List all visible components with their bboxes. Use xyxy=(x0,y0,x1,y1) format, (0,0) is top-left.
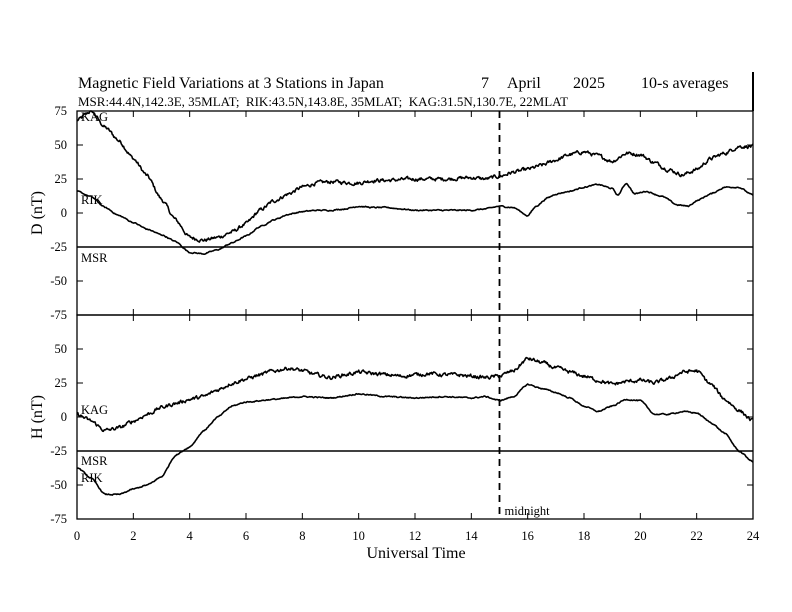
x-tick-label: 14 xyxy=(465,529,478,543)
y-tick-label-H: -75 xyxy=(50,512,67,526)
x-axis-label: Universal Time xyxy=(366,545,465,562)
x-tick-label: 12 xyxy=(409,529,422,543)
series-label-RIK-H: RIK xyxy=(81,471,103,485)
y-tick-label-H: 50 xyxy=(55,342,68,356)
date-month: April xyxy=(507,75,541,92)
x-tick-label: 16 xyxy=(521,529,534,543)
series-line-KAG-D xyxy=(76,110,754,243)
plot-area: 75 50 25 0 -25 -50 -75 D (nT) KAG RIK MSR 50 25 0 -25 -… xyxy=(29,72,760,543)
series-label-RIK-D: RIK xyxy=(81,193,103,207)
panel-D: 75 50 25 0 -25 -50 -75 D (nT) KAG RIK MSR xyxy=(29,104,754,322)
averaging-label: 10-s averages xyxy=(641,75,729,92)
y-tick-label-D: 0 xyxy=(61,206,67,220)
x-tick-label: 0 xyxy=(74,529,80,543)
panel-H: 50 25 0 -25 -50 -75 H (nT) KAG RIK MSR xyxy=(29,314,754,526)
y-tick-label-D: -25 xyxy=(50,240,67,254)
series-line-RIK-H xyxy=(76,383,754,496)
panel-frame-H xyxy=(76,314,754,520)
series-label-MSR-D: MSR xyxy=(81,251,108,265)
chart-header: Magnetic Field Variations at 3 Stations … xyxy=(78,75,729,109)
series-label-KAG-H: KAG xyxy=(81,403,108,417)
y-tick-label-D: 75 xyxy=(55,104,68,118)
y-tick-label-H: 0 xyxy=(61,410,67,424)
x-tick-label: 18 xyxy=(578,529,591,543)
x-tick-label: 8 xyxy=(299,529,305,543)
date-day: 7 xyxy=(481,75,489,92)
y-tick-label-H: -50 xyxy=(50,478,67,492)
x-tick-label: 24 xyxy=(747,529,760,543)
x-tick-label: 4 xyxy=(187,529,194,543)
y-tick-label-D: -75 xyxy=(50,308,67,322)
y-axis-label-D: D (nT) xyxy=(29,191,46,235)
date-year: 2025 xyxy=(573,75,605,92)
midnight-label: midnight xyxy=(505,504,551,518)
x-tick-label: 22 xyxy=(690,529,703,543)
stations-info: MSR:44.4N,142.3E, 35MLAT; RIK:43.5N,143.… xyxy=(78,94,568,109)
chart-title: Magnetic Field Variations at 3 Stations … xyxy=(78,75,384,92)
series-line-RIK-D xyxy=(76,182,754,255)
series-line-KAG-H xyxy=(76,356,754,433)
x-tick-label: 10 xyxy=(352,529,365,543)
panel-frame-D xyxy=(76,110,754,316)
y-tick-label-H: -25 xyxy=(50,444,67,458)
x-tick-label: 2 xyxy=(130,529,136,543)
y-tick-label-H: 25 xyxy=(55,376,68,390)
series-label-KAG-D: KAG xyxy=(81,110,108,124)
x-tick-label: 20 xyxy=(634,529,647,543)
series-label-MSR-H: MSR xyxy=(81,454,108,468)
y-tick-label-D: 25 xyxy=(55,172,68,186)
x-tick-label: 6 xyxy=(243,529,249,543)
y-axis-label-H: H (nT) xyxy=(29,395,46,439)
y-tick-label-D: -50 xyxy=(50,274,67,288)
y-tick-label-D: 50 xyxy=(55,138,68,152)
